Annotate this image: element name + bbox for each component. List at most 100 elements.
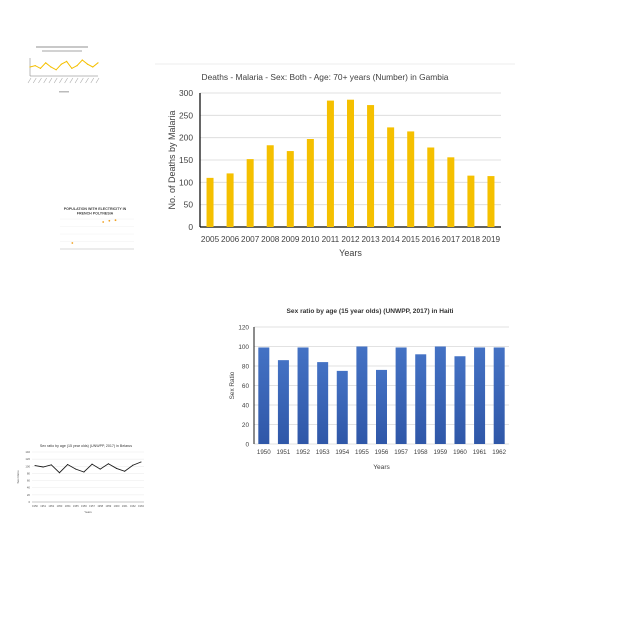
gambia-y-tick-label: 300 <box>179 88 193 98</box>
gambia-bar <box>226 173 234 227</box>
gambia-y-axis-title: No. of Deaths by Malaria <box>167 110 177 209</box>
haiti-bar <box>454 356 466 444</box>
thumb-x-tick-mark <box>43 77 47 84</box>
haiti-bar <box>356 346 368 444</box>
belarus-point <box>124 470 126 472</box>
gambia-bar <box>347 99 354 227</box>
thumb-yellow-point <box>55 69 57 71</box>
thumb-x-tick-mark <box>32 77 37 84</box>
thumb-x-tick-mark <box>27 77 32 84</box>
thumb-yellow-series-line <box>29 59 99 71</box>
thumb-x-tick-mark <box>69 77 74 84</box>
haiti-x-tick-label: 1958 <box>414 449 428 456</box>
gambia-bar <box>387 127 395 227</box>
haiti-chart-title: Sex ratio by age (15 year olds) (UNWPP, … <box>287 308 454 315</box>
haiti-bar <box>297 347 309 444</box>
belarus-point <box>67 464 69 465</box>
belarus-point <box>83 471 85 473</box>
belarus-x-tick-label: 1958 <box>97 504 103 508</box>
thumb-title-placeholder <box>42 50 82 52</box>
thumb-x-tick-mark <box>85 77 89 84</box>
polynesia-point <box>108 219 111 222</box>
belarus-y-tick-label: 100 <box>25 464 30 468</box>
gambia-x-tick-label: 2017 <box>442 235 461 244</box>
polynesia-point <box>71 242 74 244</box>
thumb-yellow-point <box>29 66 31 68</box>
haiti-y-tick-label: 100 <box>238 344 249 351</box>
gambia-x-tick-label: 2019 <box>482 235 501 244</box>
polynesia-point <box>114 219 117 222</box>
belarus-x-tick-label: 1957 <box>89 504 95 508</box>
gambia-x-tick-label: 2013 <box>361 235 380 244</box>
gambia-y-tick-label: 50 <box>184 200 194 210</box>
thumbnail-line-chart-yellow <box>27 46 100 93</box>
gambia-bar <box>447 157 455 227</box>
gambia-bar <box>306 139 314 227</box>
gambia-x-tick-label: 2006 <box>221 235 240 244</box>
haiti-bar <box>317 362 329 444</box>
belarus-x-tick-label: 1953 <box>57 504 63 508</box>
belarus-x-tick-label: 1963 <box>138 504 144 508</box>
belarus-point <box>116 467 118 469</box>
haiti-x-tick-label: 1951 <box>277 449 291 456</box>
haiti-y-tick-label: 120 <box>238 325 249 332</box>
polynesia-title-line-2: FRENCH POLYNESIA <box>77 212 114 216</box>
gambia-x-tick-label: 2011 <box>322 235 340 244</box>
haiti-bar <box>258 347 270 444</box>
gambia-y-tick-label: 0 <box>188 222 193 232</box>
belarus-point <box>132 464 134 466</box>
gambia-x-tick-label: 2007 <box>241 235 260 244</box>
belarus-point <box>99 468 101 470</box>
gambia-bar <box>487 176 495 227</box>
belarus-chart-title: Sex ratio by age (15 year olds) (UNWPP, … <box>40 444 132 448</box>
belarus-y-axis-title: Sex Ratio <box>16 470 20 483</box>
belarus-x-tick-label: 1952 <box>48 504 54 508</box>
polynesia-title-line-1: POPULATION WITH ELECTRICITY IN <box>64 207 127 211</box>
belarus-x-tick-label: 1960 <box>114 504 120 508</box>
belarus-x-tick-label: 1959 <box>105 504 111 508</box>
belarus-point <box>107 463 109 465</box>
thumb-x-tick-mark <box>38 77 42 84</box>
belarus-x-tick-label: 1956 <box>81 504 87 508</box>
belarus-x-axis-title: Years <box>84 510 92 514</box>
gambia-bar <box>467 175 475 227</box>
gambia-bar <box>286 151 294 227</box>
haiti-y-tick-label: 0 <box>245 442 249 449</box>
haiti-bar <box>336 370 348 444</box>
belarus-point <box>50 464 52 466</box>
haiti-y-tick-label: 20 <box>242 422 250 429</box>
gambia-x-tick-label: 2005 <box>201 235 220 244</box>
belarus-y-tick-label: 80 <box>27 471 31 475</box>
thumb-yellow-point <box>60 63 62 65</box>
gambia-bar <box>367 105 375 227</box>
gambia-x-tick-label: 2015 <box>402 235 421 244</box>
gambia-x-tick-label: 2018 <box>462 235 481 244</box>
gambia-malaria-bar-chart: Deaths - Malaria - Sex: Both - Age: 70+ … <box>155 63 515 258</box>
gambia-y-tick-label: 200 <box>179 133 193 143</box>
belarus-x-tick-label: 1961 <box>122 504 128 508</box>
haiti-bar <box>434 346 446 444</box>
haiti-x-tick-label: 1952 <box>296 449 310 456</box>
haiti-x-tick-label: 1957 <box>394 449 408 456</box>
thumb-yellow-point <box>97 62 99 64</box>
thumb-yellow-point <box>76 65 78 67</box>
gambia-bar <box>246 159 254 227</box>
belarus-point <box>34 465 36 467</box>
thumb-x-tick-mark <box>74 77 79 84</box>
thumb-yellow-point <box>92 66 94 68</box>
belarus-x-tick-label: 1955 <box>73 504 79 508</box>
haiti-y-axis-title: Sex Ratio <box>229 371 236 399</box>
polynesia-point <box>102 221 105 223</box>
belarus-point <box>75 468 77 470</box>
haiti-y-tick-label: 80 <box>242 364 250 371</box>
gambia-bar <box>326 100 334 227</box>
gambia-x-tick-label: 2008 <box>261 235 280 244</box>
thumb-yellow-point <box>50 66 52 68</box>
haiti-bar <box>277 360 289 444</box>
haiti-y-tick-label: 60 <box>242 383 250 390</box>
gambia-bar <box>206 177 214 227</box>
thumb-x-tick-mark <box>64 77 68 84</box>
belarus-y-tick-label: 20 <box>27 493 31 497</box>
gambia-x-tick-label: 2016 <box>422 235 441 244</box>
belarus-y-tick-label: 60 <box>27 479 31 483</box>
